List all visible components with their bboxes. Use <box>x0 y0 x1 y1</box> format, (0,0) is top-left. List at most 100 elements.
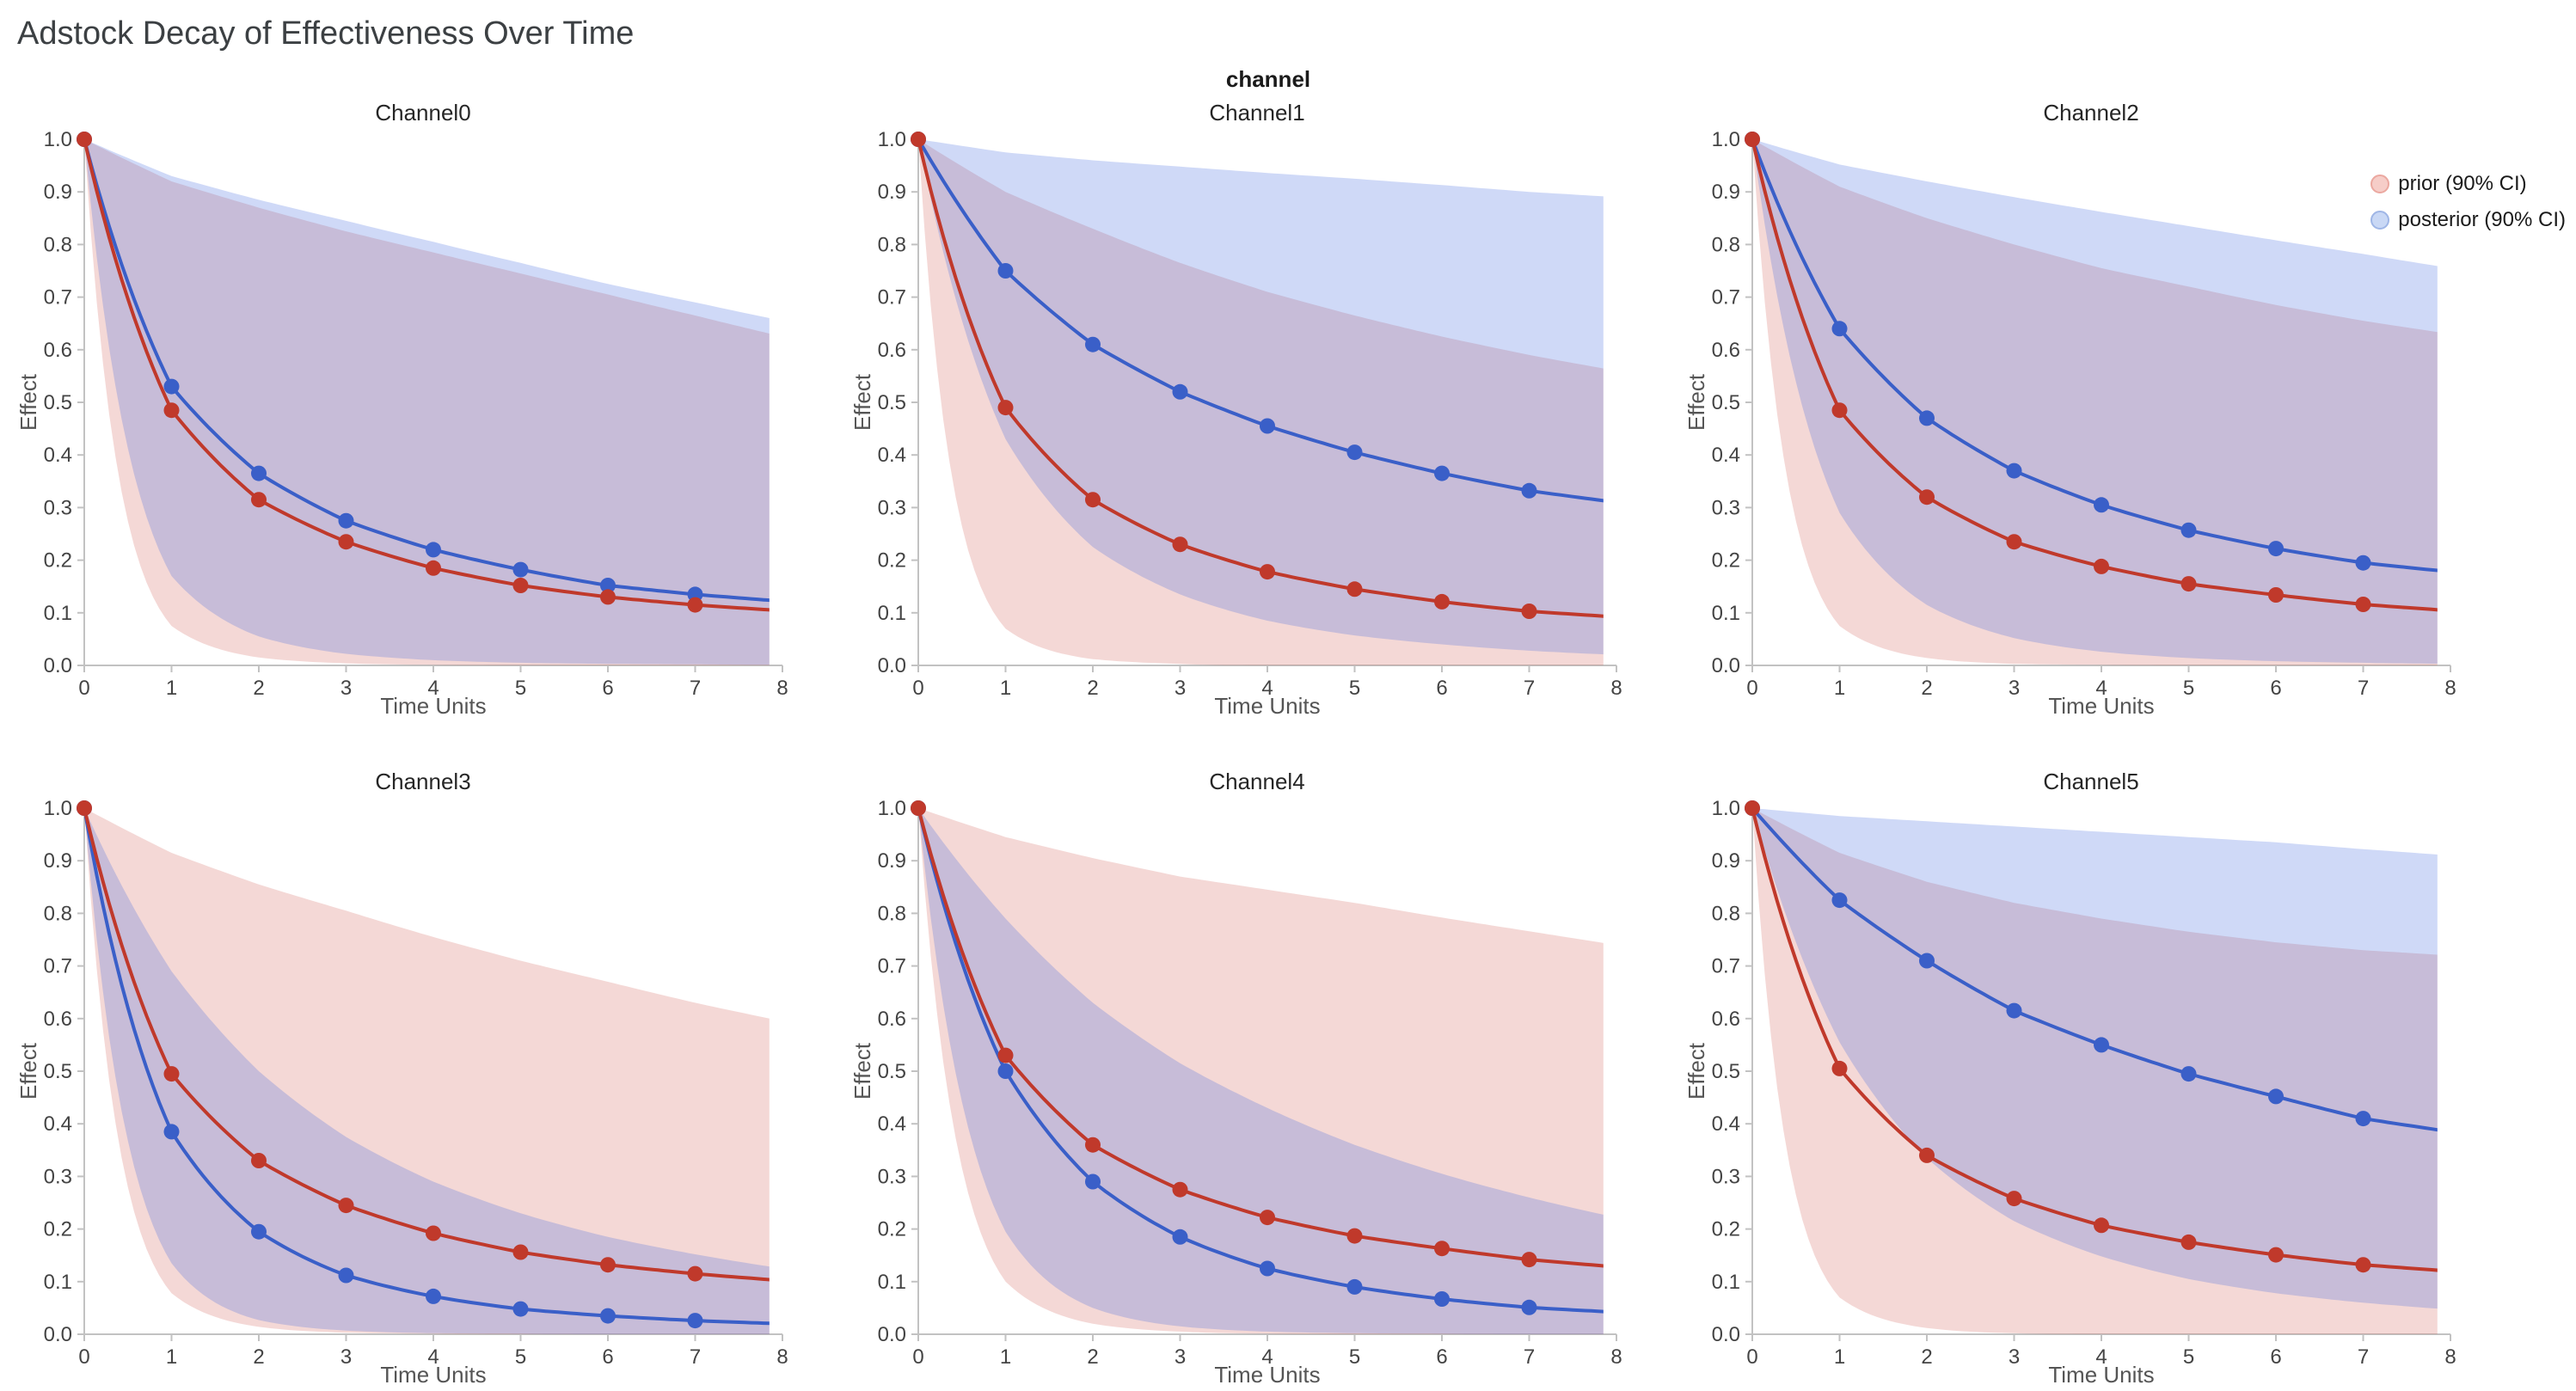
prior-marker <box>1745 800 1760 816</box>
svg-text:4: 4 <box>2095 1345 2107 1369</box>
prior-ci-band <box>84 808 770 1334</box>
svg-text:0.7: 0.7 <box>1712 286 1740 309</box>
x-axis-label: Time Units <box>1214 693 1320 719</box>
svg-text:0.4: 0.4 <box>44 1112 72 1136</box>
svg-text:0.1: 0.1 <box>878 1271 906 1294</box>
prior-marker <box>2355 597 2371 612</box>
posterior-marker <box>1919 953 1935 969</box>
posterior-marker <box>163 378 180 395</box>
svg-text:7: 7 <box>2358 1345 2369 1369</box>
svg-text:2: 2 <box>253 1345 264 1369</box>
markers <box>77 800 703 1329</box>
posterior-marker <box>2094 497 2109 513</box>
svg-text:0.0: 0.0 <box>878 1323 906 1346</box>
svg-text:0.7: 0.7 <box>878 955 906 978</box>
posterior-ci-band <box>1752 808 2438 1309</box>
posterior-marker <box>2006 1002 2022 1019</box>
svg-text:4: 4 <box>1261 1345 1273 1369</box>
svg-text:0.5: 0.5 <box>1712 391 1740 414</box>
svg-text:0.8: 0.8 <box>1712 233 1740 256</box>
chart-canvas-channel4: 0 1 2 3 4 5 6 7 8 0.0 0.1 0.2 0.3 0.4 0.5 0.6 0.7 0.8 0.9 1… <box>851 797 1622 1388</box>
svg-text:7: 7 <box>690 1345 701 1369</box>
axes: 0 1 2 3 4 5 6 7 8 0.0 0.1 0.2 0.3 0.4 0.5 0.6 0.7 0.8 0.9 1… <box>878 128 1622 700</box>
y-axis-label: Effect <box>17 373 41 431</box>
posterior-marker <box>1172 1229 1188 1245</box>
posterior-marker <box>512 1301 529 1317</box>
svg-text:0: 0 <box>1746 677 1757 700</box>
svg-text:4: 4 <box>427 1345 439 1369</box>
svg-text:7: 7 <box>1524 1345 1535 1369</box>
prior-marker <box>911 132 926 147</box>
posterior-marker <box>1521 1299 1537 1315</box>
prior-marker <box>2355 1257 2371 1273</box>
posterior-marker <box>1434 1291 1450 1307</box>
prior-marker <box>77 800 92 816</box>
chart-canvas-channel2: 0 1 2 3 4 5 6 7 8 0.0 0.1 0.2 0.3 0.4 0.5 0.6 0.7 0.8 0.9 1… <box>1685 128 2456 719</box>
svg-text:0.8: 0.8 <box>878 233 906 256</box>
x-axis-label: Time Units <box>2048 693 2154 719</box>
svg-text:0: 0 <box>78 677 89 700</box>
svg-text:5: 5 <box>1349 1345 1360 1369</box>
svg-text:0.9: 0.9 <box>1712 181 1740 204</box>
prior-marker <box>911 800 926 816</box>
markers <box>911 800 1537 1315</box>
subplot-channel3: Channel3 0 1 2 3 4 5 6 7 8 0.0 0.1 0.2 0.3 0.4 0.5 0.6 0… <box>17 767 851 1391</box>
prior-marker <box>2180 1234 2197 1250</box>
svg-text:0: 0 <box>912 1345 923 1369</box>
svg-text:6: 6 <box>602 677 613 700</box>
svg-text:4: 4 <box>1261 677 1273 700</box>
svg-text:0.4: 0.4 <box>878 444 906 467</box>
posterior-ci-band <box>918 808 1604 1334</box>
svg-text:0.2: 0.2 <box>44 1218 72 1241</box>
y-axis-label: Effect <box>851 1042 875 1100</box>
svg-text:1.0: 1.0 <box>44 797 72 820</box>
svg-text:8: 8 <box>2444 1345 2456 1369</box>
svg-text:0.0: 0.0 <box>44 1323 72 1346</box>
chart-canvas-channel3: 0 1 2 3 4 5 6 7 8 0.0 0.1 0.2 0.3 0.4 0.5 0.6 0.7 0.8 0.9 1… <box>17 797 788 1388</box>
svg-text:7: 7 <box>690 677 701 700</box>
prior-marker <box>1745 132 1760 147</box>
svg-text:1.0: 1.0 <box>1712 797 1740 820</box>
svg-text:0.7: 0.7 <box>44 955 72 978</box>
prior-marker <box>600 589 616 605</box>
posterior-marker <box>600 1308 616 1324</box>
svg-text:0.8: 0.8 <box>44 233 72 256</box>
svg-text:0.1: 0.1 <box>44 1271 72 1294</box>
svg-text:0.9: 0.9 <box>878 181 906 204</box>
subplot-title-channel3: Channel3 <box>375 769 471 794</box>
axes: 0 1 2 3 4 5 6 7 8 0.0 0.1 0.2 0.3 0.4 0.5 0.6 0.7 0.8 0.9 1… <box>44 797 788 1369</box>
prior-marker <box>1521 604 1537 619</box>
svg-text:0.9: 0.9 <box>44 849 72 873</box>
svg-text:0.0: 0.0 <box>44 654 72 677</box>
prior-marker <box>512 1244 529 1260</box>
prior-marker <box>997 400 1014 416</box>
y-axis-label: Effect <box>1685 373 1709 431</box>
svg-text:3: 3 <box>2009 1345 2020 1369</box>
posterior-marker <box>997 263 1014 279</box>
svg-text:0.2: 0.2 <box>878 549 906 573</box>
posterior-marker <box>1521 482 1537 499</box>
svg-text:0.5: 0.5 <box>1712 1060 1740 1083</box>
svg-text:6: 6 <box>2270 677 2281 700</box>
svg-text:2: 2 <box>1087 677 1098 700</box>
legend-item-prior: prior (90% CI) <box>2371 172 2566 196</box>
posterior-marker <box>1831 321 1848 337</box>
posterior-marker <box>512 561 529 578</box>
svg-text:0.1: 0.1 <box>878 602 906 625</box>
svg-text:0.0: 0.0 <box>878 654 906 677</box>
svg-text:0.6: 0.6 <box>878 339 906 362</box>
chart-canvas-channel1: 0 1 2 3 4 5 6 7 8 0.0 0.1 0.2 0.3 0.4 0.5 0.6 0.7 0.8 0.9 1… <box>851 128 1622 719</box>
prior-marker <box>338 534 354 550</box>
svg-text:8: 8 <box>2444 677 2456 700</box>
posterior-marker <box>338 1267 354 1284</box>
prior-marker <box>1172 1181 1188 1198</box>
subplot-channel0: Channel0 0 1 2 3 4 5 6 7 8 0.0 0.1 0.2 0.3 0.4 0.5 0.6 0… <box>17 98 851 722</box>
prior-ci-band <box>918 139 1604 665</box>
prior-ci-band <box>1752 139 2438 665</box>
subplot-channel4: Channel4 0 1 2 3 4 5 6 7 8 0.0 0.1 0.2 0.3 0.4 0.5 0.6 0… <box>851 767 1685 1391</box>
prior-marker <box>1260 564 1275 580</box>
svg-text:0.8: 0.8 <box>878 902 906 925</box>
svg-text:3: 3 <box>340 677 352 700</box>
svg-text:0: 0 <box>78 1345 89 1369</box>
svg-text:8: 8 <box>776 677 788 700</box>
